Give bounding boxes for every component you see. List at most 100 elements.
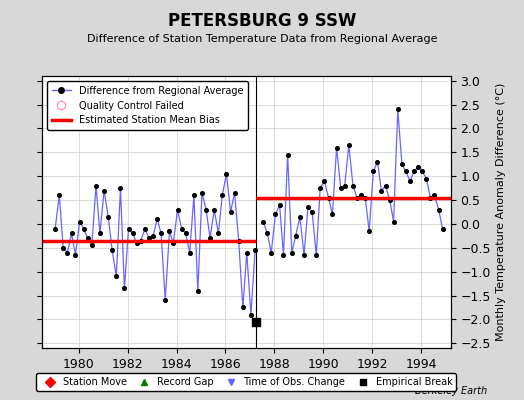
Point	[361, 194, 369, 201]
Point	[341, 182, 349, 189]
Point	[55, 192, 63, 198]
Point	[178, 226, 186, 232]
Point	[328, 211, 336, 218]
Point	[190, 192, 198, 198]
Point	[124, 226, 133, 232]
Point	[324, 194, 333, 201]
Point	[96, 230, 104, 237]
Point	[133, 240, 141, 246]
Point	[288, 249, 296, 256]
Point	[235, 238, 243, 244]
Point	[222, 171, 231, 177]
Point	[276, 202, 284, 208]
Point	[349, 182, 357, 189]
Point	[161, 297, 169, 304]
Point	[296, 214, 304, 220]
Point	[271, 211, 280, 218]
Point	[149, 233, 157, 239]
Point	[357, 192, 365, 198]
Point	[181, 230, 190, 237]
Point	[283, 152, 292, 158]
Point	[394, 106, 402, 113]
Point	[434, 206, 443, 213]
Point	[206, 235, 214, 242]
Point	[243, 249, 251, 256]
Point	[410, 168, 418, 175]
Legend: Difference from Regional Average, Quality Control Failed, Estimated Station Mean: Difference from Regional Average, Qualit…	[47, 81, 248, 130]
Point	[145, 235, 153, 242]
Text: Berkeley Earth: Berkeley Earth	[415, 386, 487, 396]
Point	[83, 235, 92, 242]
Point	[226, 209, 235, 215]
Point	[414, 164, 422, 170]
Point	[345, 142, 353, 148]
Point	[75, 218, 84, 225]
Y-axis label: Monthly Temperature Anomaly Difference (°C): Monthly Temperature Anomaly Difference (…	[496, 83, 506, 341]
Point	[169, 240, 178, 246]
Point	[141, 226, 149, 232]
Point	[120, 285, 128, 292]
Point	[214, 230, 223, 237]
Point	[398, 161, 406, 168]
Point	[353, 194, 361, 201]
Point	[426, 194, 434, 201]
Text: Difference of Station Temperature Data from Regional Average: Difference of Station Temperature Data f…	[87, 34, 437, 44]
Point	[63, 249, 72, 256]
Point	[71, 252, 80, 258]
Point	[92, 182, 100, 189]
Point	[198, 190, 206, 196]
Point	[88, 242, 96, 249]
Point	[430, 192, 439, 198]
Point	[252, 318, 260, 325]
Point	[386, 197, 394, 203]
Point	[165, 228, 173, 234]
Text: PETERSBURG 9 SSW: PETERSBURG 9 SSW	[168, 12, 356, 30]
Point	[194, 288, 202, 294]
Point	[68, 230, 76, 237]
Point	[267, 249, 276, 256]
Point	[59, 244, 68, 251]
Point	[373, 159, 381, 165]
Point	[100, 187, 108, 194]
Point	[304, 204, 312, 210]
Point	[308, 209, 316, 215]
Point	[389, 218, 398, 225]
Point	[218, 192, 226, 198]
Point	[153, 216, 161, 222]
Point	[291, 233, 300, 239]
Point	[116, 185, 125, 191]
Point	[80, 226, 88, 232]
Point	[279, 252, 288, 258]
Point	[104, 214, 113, 220]
Point	[381, 182, 390, 189]
Point	[251, 247, 259, 253]
Point	[112, 273, 121, 280]
Point	[300, 252, 308, 258]
Point	[316, 185, 324, 191]
Point	[365, 228, 373, 234]
Point	[418, 168, 427, 175]
Point	[157, 230, 165, 237]
Point	[263, 230, 271, 237]
Point	[377, 187, 386, 194]
Legend: Station Move, Record Gap, Time of Obs. Change, Empirical Break: Station Move, Record Gap, Time of Obs. C…	[36, 373, 456, 391]
Point	[210, 206, 219, 213]
Point	[312, 252, 321, 258]
Point	[185, 249, 194, 256]
Point	[439, 226, 447, 232]
Point	[320, 178, 329, 184]
Point	[173, 206, 182, 213]
Point	[108, 247, 116, 253]
Point	[231, 190, 239, 196]
Point	[422, 175, 431, 182]
Point	[369, 168, 377, 175]
Point	[128, 230, 137, 237]
Point	[238, 304, 247, 311]
Point	[406, 178, 414, 184]
Point	[247, 311, 255, 318]
Point	[137, 238, 145, 244]
Point	[51, 226, 59, 232]
Point	[332, 144, 341, 151]
Point	[202, 206, 210, 213]
Point	[259, 218, 267, 225]
